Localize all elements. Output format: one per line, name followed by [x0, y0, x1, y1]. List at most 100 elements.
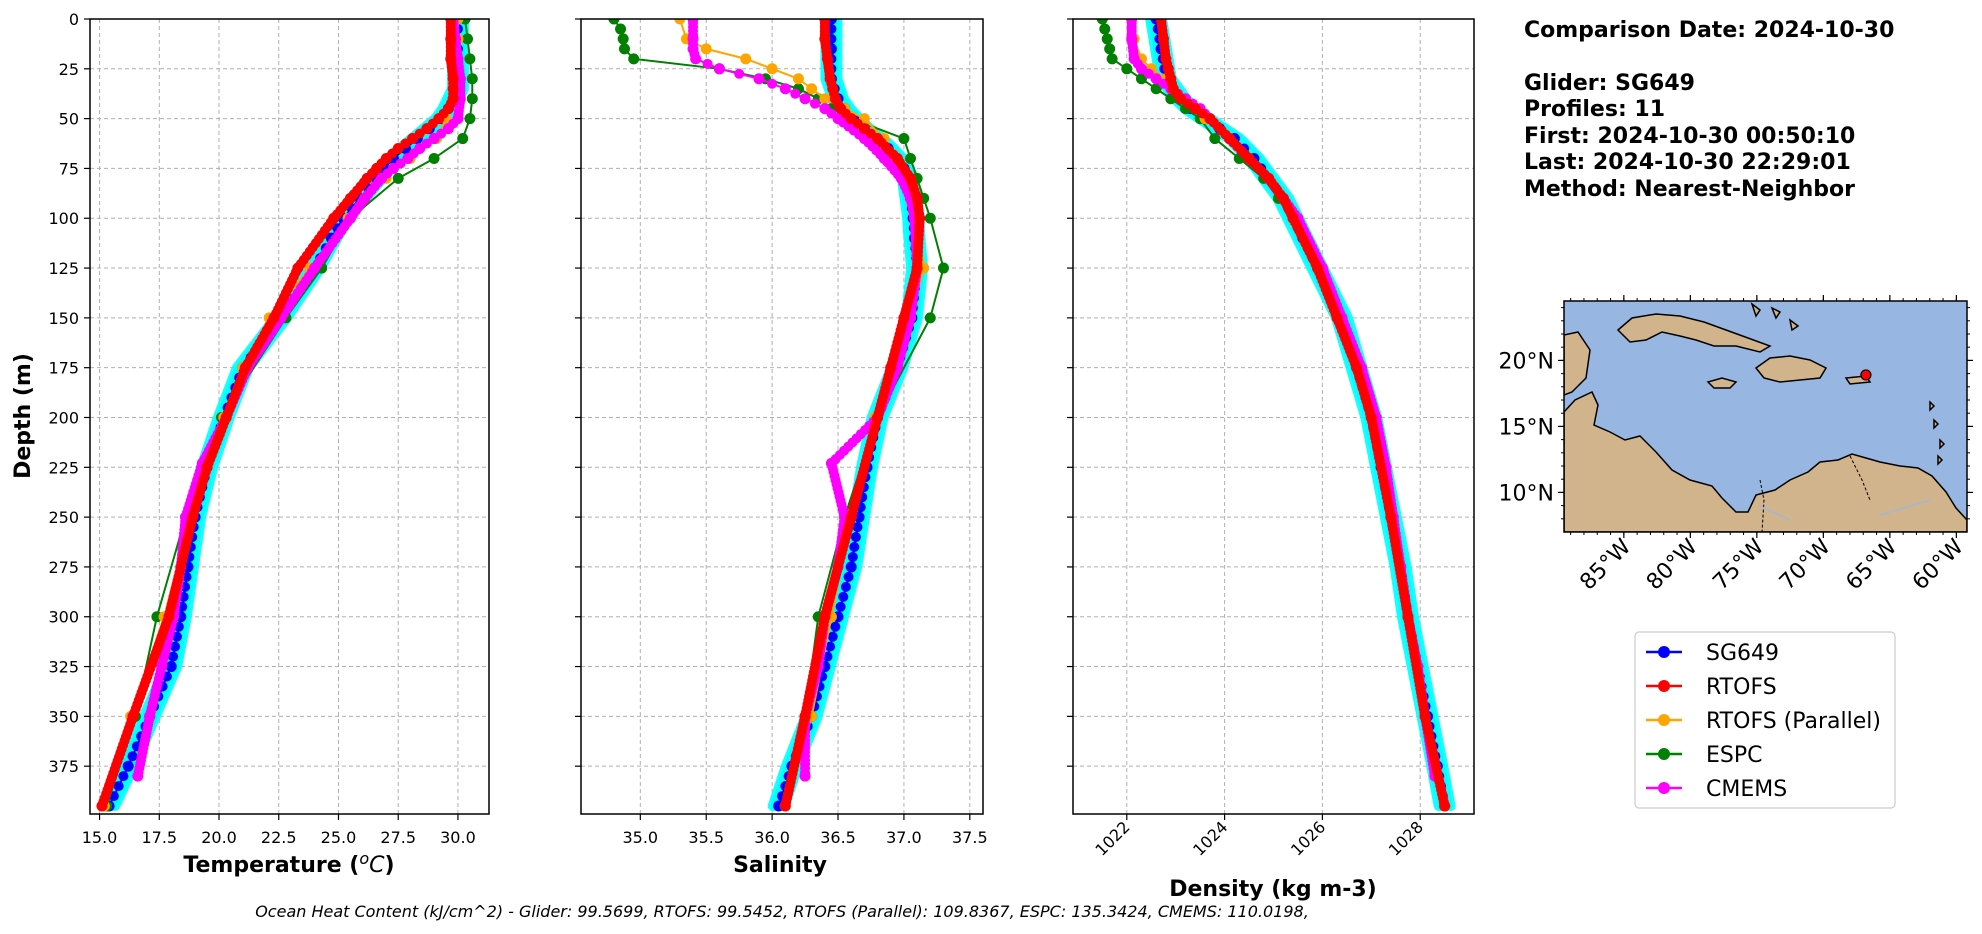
series-rtofs: [96, 19, 459, 812]
legend-marker-swatch: [1658, 782, 1670, 794]
data-point-cmems: [826, 108, 837, 119]
y-tick-label: 275: [48, 558, 79, 577]
data-point-rtofs: [873, 408, 884, 419]
data-point-rtofs: [1275, 189, 1286, 200]
data-point-rtofs: [1164, 68, 1175, 79]
y-tick-label: 350: [48, 707, 79, 726]
data-point-cmems: [767, 78, 778, 89]
data-point-cmems: [145, 707, 156, 718]
data-point-espc: [464, 53, 476, 65]
series-layer: [96, 19, 478, 812]
land-cuba: [1616, 313, 1772, 353]
y-axis-label: Depth (m): [11, 353, 36, 479]
map-x-tick-label: 60°W: [1908, 534, 1969, 595]
x-tick-label: 22.5: [261, 828, 297, 847]
data-point-rtofs: [222, 408, 233, 419]
data-point-rtofs: [438, 108, 449, 119]
data-point-cmems: [892, 169, 903, 180]
data-point-rtofs: [1402, 607, 1413, 618]
x-tick-label: 20.0: [201, 828, 237, 847]
series-line-rtofs: [1159, 19, 1447, 807]
data-point-rtofs: [445, 49, 456, 60]
data-point-rtofs: [852, 118, 863, 129]
x-tick-label: 36.0: [754, 828, 790, 847]
ocean-heat-content-footer: Ocean Heat Content (kJ/cm^2) - Glider: 9…: [255, 902, 1309, 921]
grid: [581, 18, 983, 814]
data-point-rtofs: [865, 128, 876, 139]
data-point-sg649: [170, 641, 181, 652]
axes-frame: [89, 18, 490, 815]
glider-profile-spread: [1148, 19, 1447, 812]
data-point-rtofs: [912, 258, 923, 269]
y-tick-label: 50: [59, 110, 79, 129]
x-tick-label: 25.0: [321, 828, 357, 847]
y-tick-label: 225: [48, 458, 79, 477]
data-point-rtofs: [820, 607, 831, 618]
data-point-sg649: [840, 581, 851, 592]
glider-profile-spread: [1154, 19, 1453, 812]
data-point-sg649: [852, 522, 863, 533]
data-point-rtofs: [414, 128, 425, 139]
data-point-cmems: [395, 158, 406, 169]
data-point-cmems: [1126, 29, 1137, 40]
data-point-espc: [1135, 73, 1147, 85]
data-point-cmems: [800, 767, 811, 778]
x-tick-label: 1024: [1189, 817, 1231, 859]
data-point-rtofs-parallel: [766, 63, 778, 75]
data-point-sg649: [845, 561, 857, 573]
data-point-cmems: [702, 58, 713, 69]
x-tick-label: 15.0: [82, 828, 118, 847]
data-point-rtofs: [1259, 169, 1270, 180]
data-point-cmems: [875, 149, 886, 160]
legend-label: SG649: [1706, 641, 1779, 666]
data-point-rtofs: [1220, 129, 1231, 140]
y-tick-label: 150: [48, 309, 79, 328]
data-point-rtofs: [448, 88, 459, 99]
data-point-rtofs-parallel: [806, 83, 818, 95]
data-point-rtofs: [914, 209, 925, 220]
data-point-cmems: [713, 63, 725, 75]
data-point-rtofs: [1385, 508, 1396, 519]
data-point-sg649: [838, 591, 849, 602]
land-hispaniola: [1754, 355, 1828, 383]
data-point-rtofs: [821, 49, 832, 60]
glider-profile-spread: [1151, 19, 1450, 812]
legend-box: [1634, 631, 1896, 809]
series-sg649: [1150, 19, 1451, 812]
data-point-rtofs: [376, 158, 387, 169]
data-point-rtofs: [366, 168, 377, 179]
legend-marker-swatch: [1658, 714, 1670, 726]
data-point-rtofs: [129, 707, 140, 718]
series-rtofs: [779, 19, 926, 812]
data-point-cmems: [157, 657, 168, 668]
data-point-cmems: [1150, 73, 1162, 85]
data-point-rtofs: [1182, 98, 1193, 109]
map-y-tick-label: 15°N: [1499, 415, 1554, 440]
axes-frame: [580, 18, 984, 815]
data-point-cmems: [421, 138, 432, 149]
data-point-cmems: [809, 98, 820, 109]
data-point-rtofs-parallel: [674, 19, 686, 25]
legend-label: RTOFS (Parallel): [1706, 709, 1881, 734]
series-line-sg649: [777, 19, 919, 807]
data-point-espc: [1096, 19, 1108, 25]
x-ticks: 35.0 35.5 36.0 36.5 37.0 37.5: [622, 814, 988, 847]
data-point-rtofs: [886, 358, 897, 369]
data-point-cmems: [408, 148, 419, 159]
data-point-rtofs: [203, 458, 214, 469]
data-point-espc: [617, 33, 629, 45]
data-point-rtofs: [427, 118, 438, 129]
map-y-tick-label: 10°N: [1499, 481, 1554, 506]
map-y-tick-label: 20°N: [1499, 349, 1554, 374]
data-point-rtofs: [1157, 29, 1168, 40]
data-point-rtofs: [1189, 103, 1201, 115]
glider-profile-spread: [1157, 19, 1456, 812]
data-point-rtofs: [840, 108, 851, 119]
x-ticks: 1022 1024 1026 1028: [1091, 814, 1427, 860]
y-ticks: [1067, 18, 1073, 767]
y-tick-label: 325: [48, 658, 79, 677]
data-point-espc: [924, 212, 936, 224]
y-tick-label: 175: [48, 359, 79, 378]
data-point-espc: [457, 133, 469, 145]
x-tick-label: 35.0: [622, 828, 658, 847]
